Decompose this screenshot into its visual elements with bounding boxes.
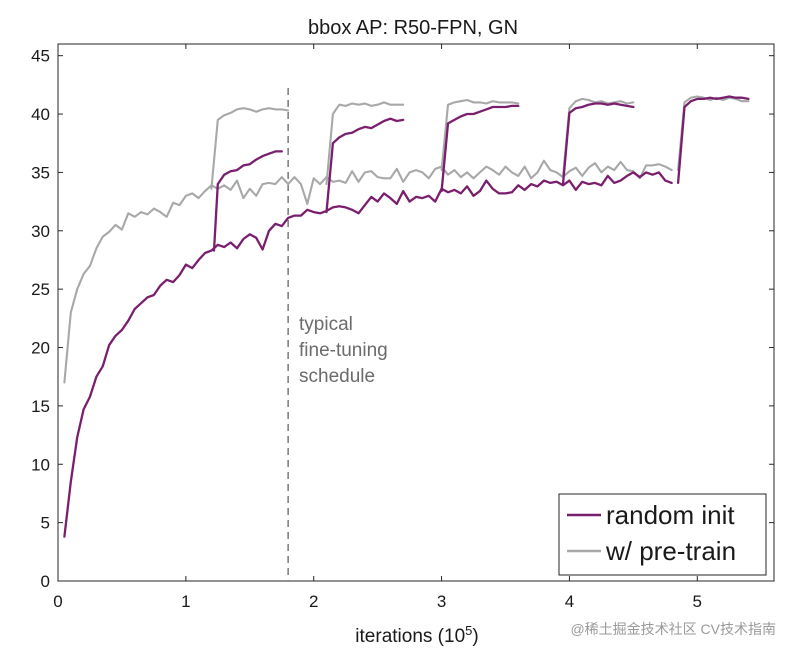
y-tick-label: 30 bbox=[31, 222, 50, 241]
annotation-line-1: typical bbox=[299, 314, 353, 335]
series-line-w-pre-train-segment-4 bbox=[561, 97, 635, 179]
chart-title: bbox AP: R50-FPN, GN bbox=[308, 17, 518, 39]
series-line-random-init-segment-3 bbox=[440, 104, 520, 193]
y-tick-label: 10 bbox=[31, 455, 50, 474]
watermark: @稀土掘金技术社区 CV技术指南 bbox=[570, 621, 776, 637]
x-tick-label: 3 bbox=[437, 592, 446, 611]
series-line-w-pre-train-segment-1 bbox=[210, 107, 290, 190]
y-tick-label: 0 bbox=[41, 572, 50, 591]
series-line-random-init-segment-1 bbox=[212, 150, 283, 252]
y-tick-label: 20 bbox=[31, 339, 50, 358]
y-tick-label: 45 bbox=[31, 47, 50, 66]
annotation-line-3: schedule bbox=[299, 366, 375, 387]
series-line-w-pre-train-segment-3 bbox=[440, 98, 520, 172]
y-tick-label: 15 bbox=[31, 397, 50, 416]
series-line-w-pre-train-segment-0 bbox=[63, 159, 673, 384]
legend-box bbox=[558, 493, 767, 576]
x-tick-label: 5 bbox=[693, 592, 702, 611]
y-tick-label: 5 bbox=[41, 514, 50, 533]
x-axis-label-exponent: 5 bbox=[465, 623, 472, 638]
x-tick-label: 0 bbox=[53, 592, 62, 611]
series-line-w-pre-train-segment-2 bbox=[325, 101, 405, 186]
x-axis-label: iterations (105) bbox=[355, 623, 478, 647]
legend: random init w/ pre-train bbox=[558, 493, 767, 576]
series-line-random-init-segment-0 bbox=[63, 171, 673, 538]
annotation-line-2: fine-tuning bbox=[299, 340, 388, 361]
x-axis-label-main: iterations (10 bbox=[355, 626, 465, 647]
y-axis: 0 5 10 15 20 25 30 35 40 45 bbox=[31, 47, 774, 591]
series-line-random-init-segment-5 bbox=[676, 95, 750, 185]
y-tick-label: 35 bbox=[31, 163, 50, 182]
series-line-random-init-segment-4 bbox=[561, 102, 635, 186]
legend-label-pre-train: w/ pre-train bbox=[605, 536, 736, 566]
legend-label-random-init: random init bbox=[606, 500, 735, 530]
series-line-w-pre-train-segment-5 bbox=[677, 95, 750, 172]
x-axis: 0 1 2 3 4 5 bbox=[53, 44, 702, 611]
series-line-random-init-segment-2 bbox=[325, 117, 405, 214]
x-tick-label: 1 bbox=[181, 592, 190, 611]
y-tick-label: 25 bbox=[31, 280, 50, 299]
x-tick-label: 4 bbox=[565, 592, 574, 611]
series-layer bbox=[63, 95, 750, 538]
x-tick-label: 2 bbox=[309, 592, 318, 611]
x-axis-label-close: ) bbox=[472, 626, 478, 647]
plot-area bbox=[57, 43, 775, 582]
y-tick-label: 40 bbox=[31, 105, 50, 124]
